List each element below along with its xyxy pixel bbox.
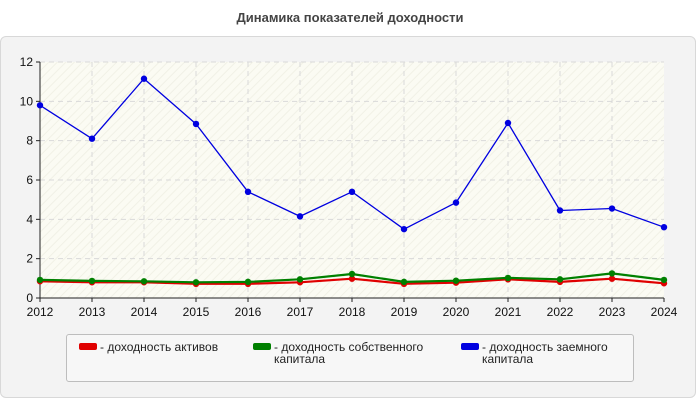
series-point-2 <box>400 225 408 233</box>
legend-label-debt: - доходность заемного капитала <box>482 340 608 366</box>
series-point-1 <box>36 276 44 284</box>
x-tick-label: 2013 <box>79 305 106 319</box>
series-point-2 <box>504 119 512 127</box>
x-tick-label: 2023 <box>599 305 626 319</box>
series-point-1 <box>452 277 460 284</box>
series-point-1 <box>556 276 564 283</box>
series-point-2 <box>296 213 304 220</box>
x-tick-label: 2024 <box>651 305 678 319</box>
series-point-1 <box>140 278 148 285</box>
series-point-2 <box>36 102 44 109</box>
y-tick-label: 4 <box>26 212 33 226</box>
series-point-1 <box>504 274 512 282</box>
chart-title: Динамика показателей доходности <box>236 10 464 25</box>
y-tick-label: 2 <box>26 252 33 266</box>
series-point-1 <box>88 277 96 285</box>
chart-legend: - доходность активов - доходность собств… <box>66 334 634 382</box>
x-tick-label: 2017 <box>287 305 314 319</box>
series-point-2 <box>244 188 252 195</box>
y-tick-label: 6 <box>26 173 33 187</box>
series-point-1 <box>608 270 616 277</box>
series-point-1 <box>296 276 304 283</box>
series-point-1 <box>400 278 408 286</box>
y-tick-label: 10 <box>20 94 34 108</box>
series-point-0 <box>348 275 356 282</box>
x-tick-label: 2014 <box>131 305 158 319</box>
legend-swatch-assets <box>79 343 97 350</box>
series-point-1 <box>192 279 200 286</box>
y-tick-label: 12 <box>20 55 34 69</box>
x-tick-label: 2012 <box>27 305 54 319</box>
x-tick-label: 2019 <box>391 305 418 319</box>
x-tick-label: 2020 <box>443 305 470 319</box>
series-point-2 <box>348 188 356 195</box>
series-point-2 <box>660 224 668 231</box>
series-point-2 <box>608 205 616 212</box>
x-tick-label: 2018 <box>339 305 366 319</box>
legend-swatch-equity <box>253 343 271 350</box>
x-tick-label: 2022 <box>547 305 574 319</box>
series-point-2 <box>192 120 200 128</box>
y-tick-label: 8 <box>26 134 33 148</box>
legend-label-equity: - доходность собственного капитала <box>274 340 424 366</box>
x-tick-label: 2021 <box>495 305 522 319</box>
series-point-1 <box>244 278 252 286</box>
series-point-2 <box>88 135 96 142</box>
series-point-2 <box>140 75 148 82</box>
series-point-1 <box>660 276 668 284</box>
series-point-0 <box>608 275 616 282</box>
y-tick-label: 0 <box>26 291 33 305</box>
x-tick-label: 2016 <box>235 305 262 319</box>
series-point-2 <box>452 199 460 206</box>
legend-label-assets: - доходность активов <box>100 340 219 354</box>
legend-swatch-debt <box>461 343 479 350</box>
series-point-1 <box>348 270 356 278</box>
x-tick-label: 2015 <box>183 305 210 319</box>
series-point-2 <box>556 207 564 214</box>
